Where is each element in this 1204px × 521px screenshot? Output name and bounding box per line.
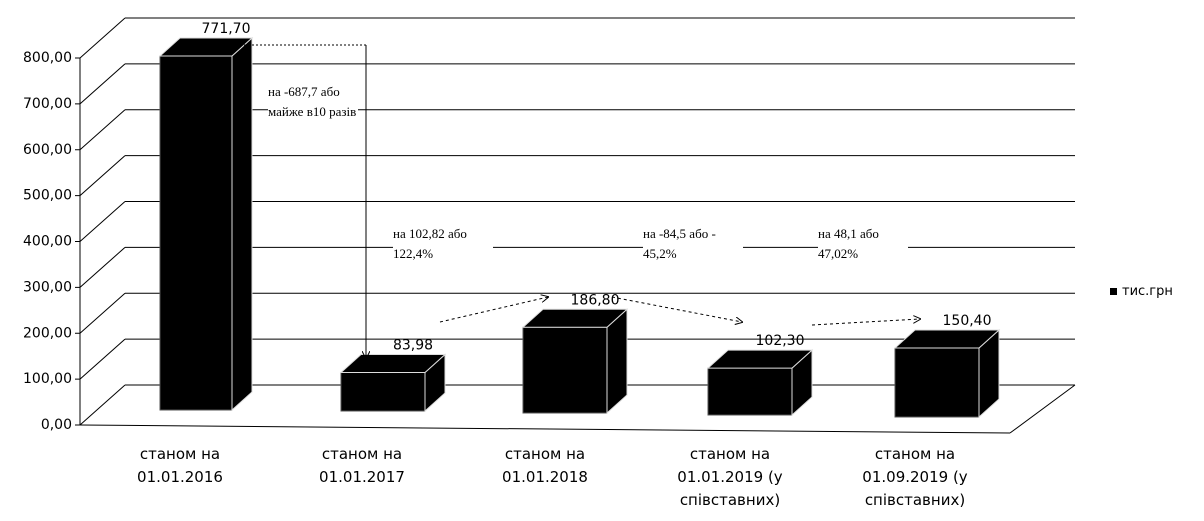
grid-line (79, 338, 126, 380)
bar-top (893, 329, 1001, 349)
bar (159, 55, 233, 411)
floor (79, 58, 1076, 434)
bar (522, 326, 608, 414)
grid-line (79, 63, 126, 105)
bar-top (706, 349, 814, 369)
x-tick-label: станом на 01.01.2016 (137, 445, 223, 486)
bar-top (158, 37, 254, 57)
y-tick-label: 500,00 (23, 188, 72, 204)
x-tick-label: станом на 01.01.2019 (у співставних) (677, 445, 783, 509)
x-tick-label: станом на 01.01.2017 (319, 445, 405, 486)
y-tick-label: 200,00 (23, 325, 72, 341)
bar-side (231, 36, 253, 412)
legend: тис.грн (1110, 284, 1173, 299)
bar (340, 371, 426, 412)
annotation: на -687,7 або майже в10 разів (268, 82, 358, 122)
annotation: на -84,5 або - 45,2% (643, 224, 743, 264)
grid-line (79, 247, 126, 288)
data-label: 102,30 (756, 333, 805, 349)
grid-line (79, 109, 126, 151)
legend-label: тис.грн (1122, 284, 1173, 299)
bar (707, 367, 793, 416)
grid-line (79, 384, 126, 426)
y-tick-label: 100,00 (23, 371, 72, 387)
y-tick-label: 300,00 (23, 279, 72, 295)
data-label: 771,70 (202, 21, 251, 37)
bar (894, 347, 980, 418)
grid-line (79, 201, 126, 242)
data-label: 150,40 (943, 313, 992, 329)
annotation: на 102,82 або 122,4% (393, 224, 493, 264)
annotation: на 48,1 або 47,02% (818, 224, 908, 264)
x-tick-label: станом на 01.09.2019 (у співставних) (862, 445, 968, 509)
bar-top (521, 308, 629, 328)
y-tick-label: 700,00 (23, 96, 72, 112)
x-tick-label: станом на 01.01.2018 (502, 445, 588, 486)
arrows (236, 44, 920, 358)
y-tick-label: 0,00 (41, 417, 72, 433)
legend-swatch (1110, 288, 1117, 295)
y-tick-label: 800,00 (23, 50, 72, 66)
grid-line (79, 17, 126, 59)
y-tick-label: 600,00 (23, 142, 72, 158)
grid-line (79, 292, 126, 334)
data-label: 186,80 (571, 292, 620, 308)
grid-line (79, 155, 126, 196)
y-tick-label: 400,00 (23, 234, 72, 250)
data-label: 83,98 (393, 337, 433, 353)
